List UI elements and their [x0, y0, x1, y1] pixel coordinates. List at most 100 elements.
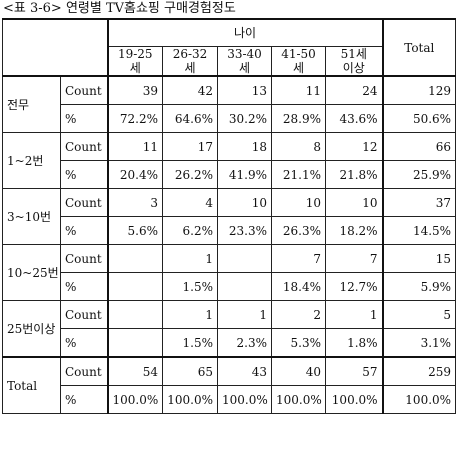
total-column-header: Total: [381, 18, 456, 77]
percent-cell: 2.3%: [217, 328, 272, 358]
count-cell: 65: [162, 356, 218, 386]
age-column-header: 41-50 세: [271, 46, 326, 77]
count-cell: [106, 300, 163, 329]
table-row: Total Count 54 65 43 40 57 259: [2, 356, 456, 414]
count-cell: 8: [271, 132, 326, 161]
age-column-header: 19-25 세: [106, 46, 163, 77]
total-count-cell: 129: [381, 75, 456, 105]
count-cell: 57: [324, 356, 384, 386]
count-cell: 1: [324, 300, 384, 329]
stat-label-count: Count: [60, 300, 108, 329]
age-range-label: 51세: [340, 47, 367, 61]
row-group-label: 전무: [2, 75, 61, 133]
age-unit-label: 세: [292, 61, 305, 75]
age-column-header: 26-32 세: [162, 46, 218, 77]
percent-cell: 5.6%: [106, 216, 163, 245]
percent-cell: 100.0%: [106, 385, 163, 414]
percent-cell: 20.4%: [106, 160, 163, 189]
percent-cell: 1.8%: [324, 328, 384, 358]
percent-cell: 100.0%: [162, 385, 218, 414]
percent-cell: 26.2%: [162, 160, 218, 189]
count-cell: 3: [106, 188, 163, 217]
stat-label-count: Count: [60, 132, 108, 161]
total-count-cell: 66: [381, 132, 456, 161]
count-cell: 18: [217, 132, 272, 161]
total-percent-cell: 25.9%: [381, 160, 456, 189]
count-cell: 10: [324, 188, 384, 217]
stat-label-percent: %: [60, 104, 108, 133]
table-row: % 72.2% 64.6% 30.2% 28.9% 43.6% 50.6%: [3, 104, 456, 133]
count-cell: 1: [162, 300, 218, 329]
total-count-cell: 15: [381, 244, 456, 273]
percent-cell: [106, 328, 163, 358]
stat-label-percent: %: [60, 272, 108, 301]
table-row: % 20.4% 26.2% 41.9% 21.1% 21.8% 25.9%: [3, 160, 456, 189]
count-cell: 42: [162, 75, 218, 105]
count-cell: [217, 244, 272, 273]
percent-cell: 43.6%: [324, 104, 384, 133]
age-unit-label: 세: [184, 61, 196, 75]
total-percent-cell: 5.9%: [381, 272, 456, 301]
percent-cell: 21.1%: [271, 160, 326, 189]
count-cell: [106, 244, 163, 273]
age-unit-label: 이상: [342, 61, 365, 75]
stat-label-count: Count: [60, 356, 108, 386]
header-row-group: 나이 Total: [2, 18, 456, 77]
total-percent-cell: 14.5%: [381, 216, 456, 245]
age-range-label: 41-50: [281, 47, 316, 61]
table-row: 전무 Count 39 42 13 11 24 129: [2, 75, 456, 133]
table-row: 1~2번 Count 11 17 18 8 12 66: [2, 132, 456, 189]
row-group-label: 25번이상: [2, 300, 61, 358]
stat-label-percent: %: [60, 328, 108, 358]
total-count-cell: 259: [381, 356, 456, 386]
age-unit-label: 세: [238, 61, 251, 75]
age-range-label: 19-25: [117, 47, 153, 61]
percent-cell: 100.0%: [324, 385, 384, 414]
row-group-label: Total: [2, 356, 61, 414]
table-row: % 1.5% 18.4% 12.7% 5.9%: [3, 272, 456, 301]
header-row-ages: 19-25 세 26-32 세 33-40 세 41-50 세 51세 이상: [2, 46, 456, 77]
percent-cell: 12.7%: [324, 272, 384, 301]
count-cell: 39: [106, 75, 163, 105]
total-count-cell: 5: [381, 300, 456, 329]
count-cell: 7: [324, 244, 384, 273]
table-row: 25번이상 Count 1 1 2 1 5: [2, 300, 456, 358]
percent-cell: 18.4%: [271, 272, 326, 301]
age-range-label: 33-40: [227, 47, 262, 61]
count-cell: 1: [162, 244, 218, 273]
stat-label-percent: %: [60, 385, 108, 414]
table-caption: <표 3-6> 연령별 TV홈쇼핑 구매경험정도: [3, 1, 236, 16]
table-row: 3~10번 Count 3 4 10 10 10 37: [2, 188, 456, 245]
total-percent-cell: 50.6%: [381, 104, 456, 133]
percent-cell: 18.2%: [324, 216, 384, 245]
stat-label-count: Count: [60, 75, 108, 105]
count-cell: 11: [106, 132, 163, 161]
percent-cell: 100.0%: [271, 385, 326, 414]
age-group-header: 나이: [106, 18, 384, 47]
count-cell: 43: [217, 356, 272, 386]
count-cell: 11: [271, 75, 326, 105]
count-cell: 54: [106, 356, 163, 386]
table-row: % 5.6% 6.2% 23.3% 26.3% 18.2% 14.5%: [3, 216, 456, 245]
count-cell: 13: [217, 75, 272, 105]
row-group-label: 10~25번: [2, 244, 61, 301]
age-column-header: 51세 이상: [324, 46, 384, 77]
row-group-label: 1~2번: [2, 132, 61, 189]
count-cell: 12: [324, 132, 384, 161]
percent-cell: 30.2%: [217, 104, 272, 133]
total-percent-cell: 3.1%: [381, 328, 456, 358]
age-column-header: 33-40 세: [217, 46, 272, 77]
count-cell: 10: [217, 188, 272, 217]
percent-cell: 1.5%: [162, 328, 218, 358]
age-range-label: 26-32: [172, 47, 208, 61]
count-cell: 7: [271, 244, 326, 273]
stat-label-percent: %: [60, 216, 108, 245]
count-cell: 1: [217, 300, 272, 329]
percent-cell: 1.5%: [162, 272, 218, 301]
total-percent-cell: 100.0%: [381, 385, 456, 414]
percent-cell: 21.8%: [324, 160, 384, 189]
total-count-cell: 37: [381, 188, 456, 217]
crosstab-table: 나이 Total 19-25 세 26-32 세 33-40 세 41-50 세…: [2, 18, 456, 414]
count-cell: 17: [162, 132, 218, 161]
percent-cell: 5.3%: [271, 328, 326, 358]
